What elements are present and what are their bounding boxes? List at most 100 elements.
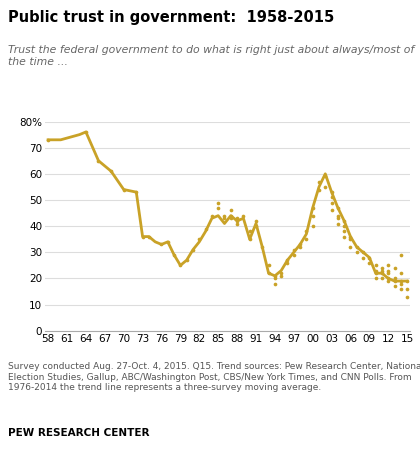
Point xyxy=(360,249,367,256)
Point xyxy=(385,275,392,282)
Point xyxy=(297,243,304,251)
Point xyxy=(404,285,411,292)
Point xyxy=(215,199,222,206)
Point xyxy=(278,272,285,279)
Point xyxy=(341,228,348,235)
Point xyxy=(378,270,385,277)
Point xyxy=(259,243,266,251)
Point xyxy=(291,246,297,253)
Point xyxy=(221,212,228,219)
Point xyxy=(265,270,272,277)
Point xyxy=(303,228,310,235)
Point xyxy=(341,223,348,230)
Point xyxy=(397,278,404,285)
Point xyxy=(228,215,234,222)
Point xyxy=(354,249,360,256)
Point xyxy=(378,264,385,271)
Point xyxy=(265,262,272,269)
Point xyxy=(385,262,392,269)
Point xyxy=(391,283,398,290)
Point xyxy=(171,251,178,258)
Point xyxy=(271,275,278,282)
Point xyxy=(391,264,398,271)
Point xyxy=(121,186,127,193)
Point xyxy=(334,220,341,227)
Point xyxy=(303,236,310,243)
Point xyxy=(378,267,385,274)
Point xyxy=(247,228,253,235)
Point xyxy=(228,212,234,219)
Point xyxy=(139,233,146,240)
Text: Trust the federal government to do what is right just about always/most of
the t: Trust the federal government to do what … xyxy=(8,45,415,67)
Point xyxy=(145,233,152,240)
Point xyxy=(373,262,379,269)
Point xyxy=(221,215,228,222)
Point xyxy=(341,233,348,240)
Point xyxy=(322,183,329,190)
Point xyxy=(234,217,241,225)
Point xyxy=(373,270,379,277)
Point xyxy=(165,238,171,245)
Point xyxy=(315,186,322,193)
Point xyxy=(404,278,411,285)
Point xyxy=(133,189,140,196)
Point xyxy=(247,236,253,243)
Point xyxy=(397,280,404,287)
Point xyxy=(373,267,379,274)
Point xyxy=(385,278,392,285)
Point xyxy=(228,207,234,214)
Point xyxy=(378,275,385,282)
Point xyxy=(202,225,209,232)
Point xyxy=(328,199,335,206)
Point xyxy=(334,215,341,222)
Point xyxy=(373,275,379,282)
Point xyxy=(208,212,215,219)
Point xyxy=(360,254,367,261)
Point xyxy=(310,204,316,212)
Point xyxy=(252,217,259,225)
Point xyxy=(397,285,404,292)
Point xyxy=(271,272,278,279)
Point xyxy=(347,243,354,251)
Point xyxy=(284,259,291,266)
Point xyxy=(297,241,304,248)
Point xyxy=(45,136,52,144)
Point xyxy=(385,267,392,274)
Point xyxy=(234,220,241,227)
Point xyxy=(354,243,360,251)
Point xyxy=(334,212,341,219)
Point xyxy=(328,189,335,196)
Point xyxy=(397,251,404,258)
Point xyxy=(385,270,392,277)
Point xyxy=(366,259,373,266)
Point xyxy=(234,215,241,222)
Point xyxy=(284,256,291,264)
Point xyxy=(391,278,398,285)
Text: PEW RESEARCH CENTER: PEW RESEARCH CENTER xyxy=(8,428,150,438)
Point xyxy=(310,212,316,219)
Point xyxy=(108,167,115,175)
Point xyxy=(315,178,322,185)
Point xyxy=(95,157,102,164)
Point xyxy=(347,233,354,240)
Point xyxy=(252,223,259,230)
Point xyxy=(397,270,404,277)
Point xyxy=(271,280,278,287)
Point xyxy=(328,194,335,201)
Point xyxy=(366,254,373,261)
Point xyxy=(341,217,348,225)
Point xyxy=(196,236,203,243)
Point xyxy=(391,275,398,282)
Point xyxy=(322,173,329,180)
Point xyxy=(215,204,222,212)
Point xyxy=(291,251,297,258)
Point xyxy=(328,207,335,214)
Point xyxy=(347,236,354,243)
Point xyxy=(404,293,411,300)
Point xyxy=(334,204,341,212)
Text: Survey conducted Aug. 27-Oct. 4, 2015. Q15. Trend sources: Pew Research Center, : Survey conducted Aug. 27-Oct. 4, 2015. Q… xyxy=(8,362,420,392)
Point xyxy=(82,128,89,135)
Point xyxy=(310,223,316,230)
Point xyxy=(177,262,184,269)
Point xyxy=(189,246,196,253)
